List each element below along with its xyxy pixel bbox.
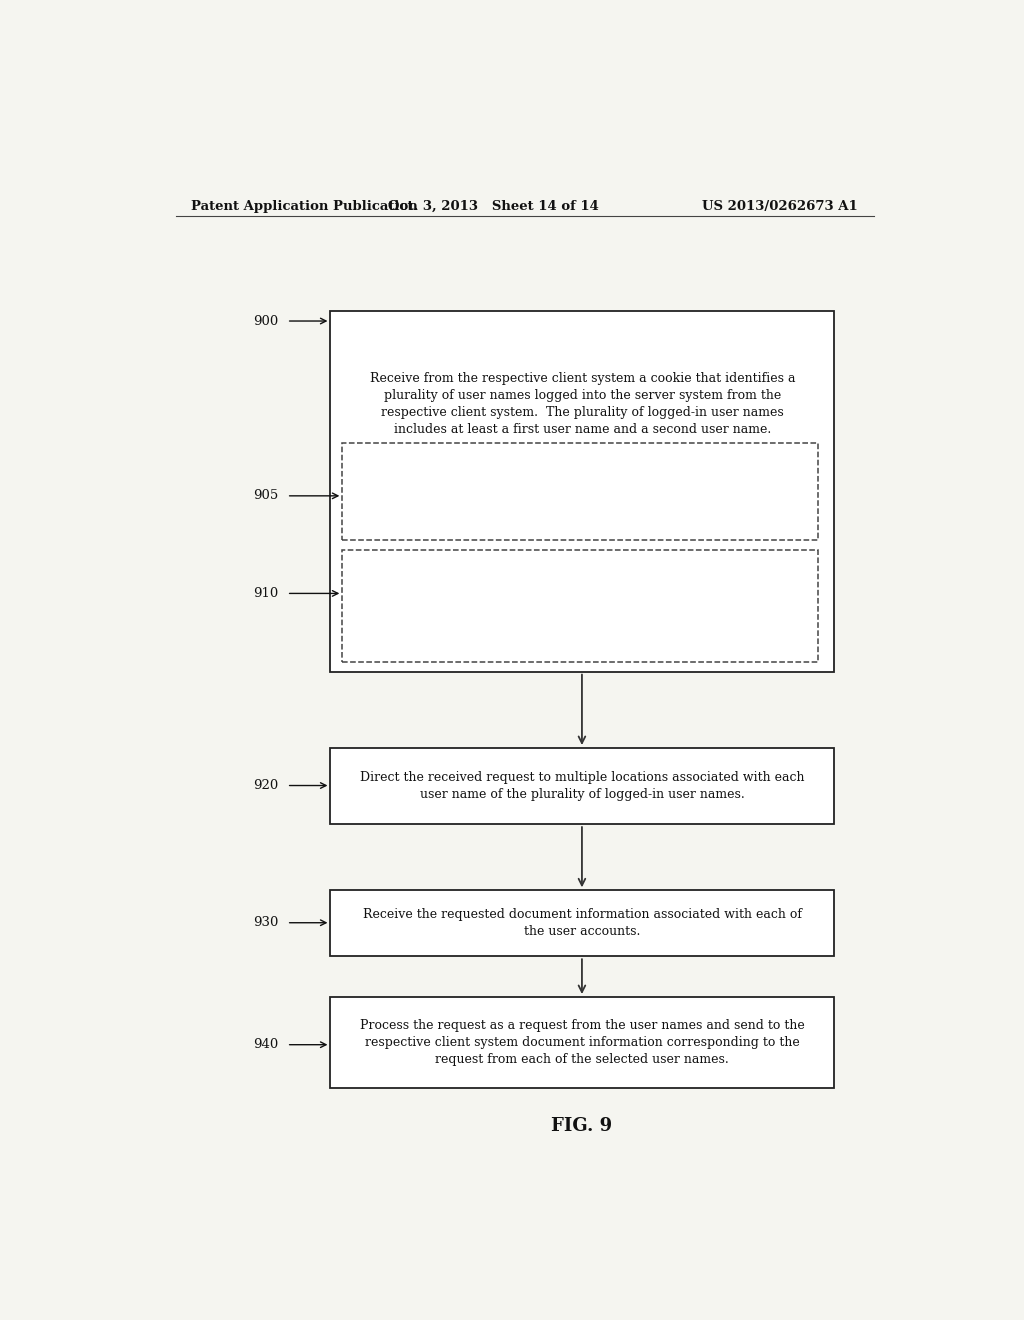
Text: FIG. 9: FIG. 9 <box>551 1117 612 1135</box>
Bar <box>342 444 818 540</box>
Text: The plurality of user names is associated with a user at the
respective client s: The plurality of user names is associate… <box>386 574 775 638</box>
Text: Oct. 3, 2013   Sheet 14 of 14: Oct. 3, 2013 Sheet 14 of 14 <box>388 199 598 213</box>
Text: Direct the received request to multiple locations associated with each
user name: Direct the received request to multiple … <box>360 771 805 801</box>
Text: 920: 920 <box>254 779 279 792</box>
Bar <box>331 890 835 956</box>
Text: Patent Application Publication: Patent Application Publication <box>191 199 418 213</box>
Bar <box>331 997 835 1089</box>
Text: Process the request as a request from the user names and send to the
respective : Process the request as a request from th… <box>360 1019 805 1067</box>
Text: 940: 940 <box>254 1039 279 1051</box>
Text: The first user name is in a first domain and the second user
name is in a second: The first user name is in a first domain… <box>389 467 771 515</box>
Bar <box>331 312 835 672</box>
Bar <box>331 748 835 824</box>
Text: 900: 900 <box>254 314 279 327</box>
Text: 910: 910 <box>254 587 279 599</box>
Text: US 2013/0262673 A1: US 2013/0262673 A1 <box>702 199 858 213</box>
Bar <box>342 549 818 661</box>
Text: 930: 930 <box>253 916 279 929</box>
Text: Receive from the respective client system a cookie that identifies a
plurality o: Receive from the respective client syste… <box>370 372 795 436</box>
Text: 905: 905 <box>254 490 279 503</box>
Text: Receive the requested document information associated with each of
the user acco: Receive the requested document informati… <box>362 908 802 939</box>
